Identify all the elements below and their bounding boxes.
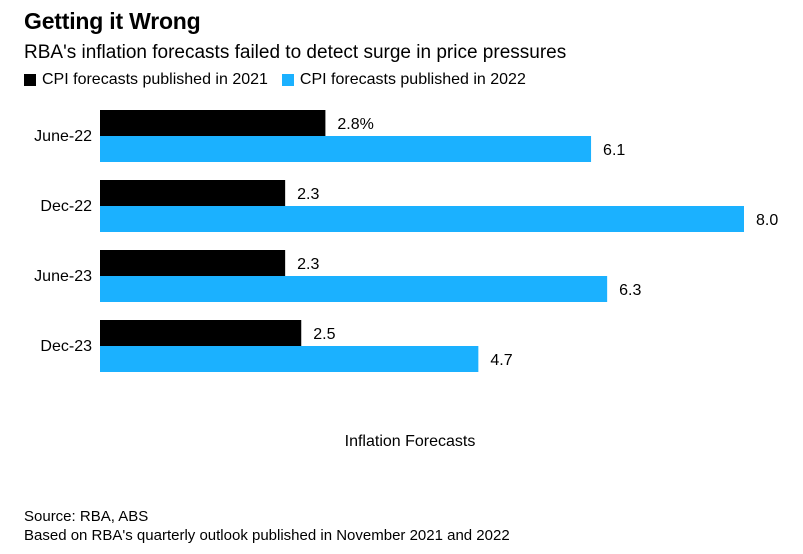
bar-june-23-series-0 xyxy=(100,250,286,276)
legend: CPI forecasts published in 2021 CPI fore… xyxy=(24,70,540,90)
data-label-june-23-series-1: 6.3 xyxy=(619,282,641,299)
data-label-dec-22-series-1: 8.0 xyxy=(756,212,778,229)
legend-swatch-2021 xyxy=(24,74,36,86)
data-label-june-23-series-0: 2.3 xyxy=(297,256,319,273)
chart-title: Getting it Wrong xyxy=(24,8,201,34)
category-label-june-22: June-22 xyxy=(34,128,92,145)
legend-item-2022: CPI forecasts published in 2022 xyxy=(281,71,526,89)
bar-june-22-series-1 xyxy=(100,136,592,162)
chart-subtitle: RBA's inflation forecasts failed to dete… xyxy=(24,42,567,63)
data-label-dec-22-series-0: 2.3 xyxy=(297,186,319,203)
bar-dec-23-series-0 xyxy=(100,320,302,346)
legend-swatch-2022 xyxy=(281,74,294,86)
source-note: Source: RBA, ABS xyxy=(24,508,149,525)
legend-item-2021: CPI forecasts published in 2021 xyxy=(24,71,268,89)
bar-dec-22-series-1 xyxy=(100,206,744,232)
category-label-june-23: June-23 xyxy=(34,268,92,285)
bar-dec-23-series-1 xyxy=(100,346,479,372)
x-axis-label: Inflation Forecasts xyxy=(345,433,476,450)
legend-label-2022: CPI forecasts published in 2022 xyxy=(299,71,526,88)
bar-dec-22-series-0 xyxy=(100,180,286,206)
category-label-dec-22: Dec-22 xyxy=(40,198,92,215)
data-label-dec-23-series-1: 4.7 xyxy=(490,352,512,369)
footnote: Based on RBA's quarterly outlook publish… xyxy=(24,527,510,544)
bar-june-23-series-1 xyxy=(100,276,608,302)
category-label-dec-23: Dec-23 xyxy=(40,338,92,355)
legend-label-2021: CPI forecasts published in 2021 xyxy=(42,71,268,88)
bar-june-22-series-0 xyxy=(100,110,326,136)
data-label-dec-23-series-0: 2.5 xyxy=(313,326,335,343)
data-label-june-22-series-0: 2.8% xyxy=(337,116,373,133)
bar-chart: June-22 2.8% 6.1 Dec-22 2.3 8.0 June-23 2.3 6.3 D… xyxy=(34,110,778,450)
data-label-june-22-series-1: 6.1 xyxy=(603,142,625,159)
